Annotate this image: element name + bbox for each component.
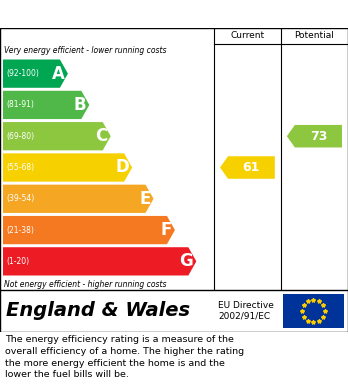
Text: (69-80): (69-80): [6, 132, 34, 141]
Text: Energy Efficiency Rating: Energy Efficiency Rating: [9, 7, 211, 22]
Text: Current: Current: [230, 32, 264, 41]
Text: (81-91): (81-91): [6, 100, 34, 109]
Bar: [283, 294, 344, 328]
Text: A: A: [52, 65, 65, 83]
Text: (39-54): (39-54): [6, 194, 34, 203]
Text: England & Wales: England & Wales: [6, 301, 190, 321]
Polygon shape: [3, 59, 68, 88]
Polygon shape: [3, 91, 89, 119]
Text: Not energy efficient - higher running costs: Not energy efficient - higher running co…: [4, 280, 166, 289]
Text: The energy efficiency rating is a measure of the
overall efficiency of a home. T: The energy efficiency rating is a measur…: [5, 335, 244, 379]
Text: B: B: [74, 96, 86, 114]
Text: D: D: [116, 158, 129, 176]
Text: C: C: [95, 127, 108, 145]
Text: G: G: [180, 252, 193, 270]
Text: (55-68): (55-68): [6, 163, 34, 172]
Text: (1-20): (1-20): [6, 257, 29, 266]
Polygon shape: [3, 185, 153, 213]
Text: 61: 61: [243, 161, 260, 174]
Text: (21-38): (21-38): [6, 226, 34, 235]
Text: Potential: Potential: [294, 32, 334, 41]
Polygon shape: [220, 156, 275, 179]
Polygon shape: [3, 122, 111, 151]
Text: Very energy efficient - lower running costs: Very energy efficient - lower running co…: [4, 46, 166, 55]
Polygon shape: [3, 153, 132, 182]
Text: F: F: [160, 221, 172, 239]
Text: E: E: [139, 190, 151, 208]
Polygon shape: [3, 247, 196, 276]
Polygon shape: [287, 125, 342, 147]
Polygon shape: [3, 216, 175, 244]
Text: EU Directive
2002/91/EC: EU Directive 2002/91/EC: [218, 301, 274, 321]
Text: (92-100): (92-100): [6, 69, 39, 78]
Text: 73: 73: [310, 130, 327, 143]
